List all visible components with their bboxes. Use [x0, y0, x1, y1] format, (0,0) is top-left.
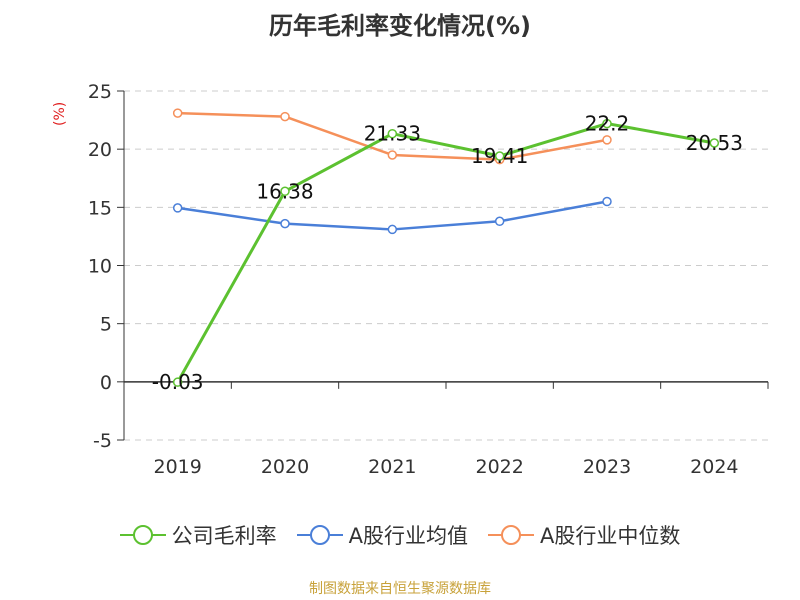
- data-point: [172, 108, 183, 118]
- x-tick-label: 2020: [261, 456, 309, 478]
- x-tick-label: 2024: [690, 456, 738, 478]
- data-label: 21.33: [364, 122, 421, 146]
- y-tick-label: 25: [88, 81, 112, 103]
- legend-item-industry-mean[interactable]: A股行业均值: [296, 520, 468, 550]
- data-point: [602, 196, 612, 207]
- legend-label: A股行业中位数: [540, 524, 681, 548]
- y-tick-label: 15: [88, 197, 112, 219]
- chart-title: 历年毛利率变化情况(%): [269, 12, 531, 40]
- legend-label: 公司毛利率: [171, 524, 277, 548]
- data-point: [172, 377, 183, 387]
- legend-item-industry-median[interactable]: A股行业中位数: [488, 520, 680, 550]
- legend-item-company[interactable]: 公司毛利率: [119, 520, 277, 550]
- data-point: [602, 118, 612, 129]
- data-point: [280, 111, 290, 122]
- data-point: [387, 128, 398, 139]
- legend-marker-icon: [119, 524, 166, 546]
- legend-marker-icon: [296, 524, 343, 546]
- data-label: 20.53: [686, 131, 743, 155]
- series-layer: [172, 108, 720, 387]
- data-point: [387, 150, 398, 160]
- legend-label: A股行业均值: [348, 524, 468, 548]
- data-point: [172, 203, 183, 213]
- data-label-layer: -0.03 16.38 21.33 19.41 22.2 20.53: [152, 112, 743, 395]
- data-point: [494, 216, 505, 227]
- axis-layer: -5 0 5 10 15 20 25 2019 2020 2021 2022 2023 2024: [88, 81, 769, 478]
- grid-layer: [124, 90, 768, 441]
- data-point: [709, 138, 720, 148]
- series-line: [176, 122, 715, 383]
- data-source-note: 制图数据来自恒生聚源数据库: [309, 581, 491, 597]
- y-tick-label: 20: [88, 139, 112, 161]
- legend: 公司毛利率 A股行业均值 A股行业中位数: [0, 520, 800, 550]
- data-label: 19.41: [471, 144, 528, 168]
- y-tick-label: 0: [100, 372, 112, 394]
- data-point: [602, 135, 612, 145]
- legend-marker-icon: [488, 524, 534, 546]
- y-tick-label: 5: [100, 314, 112, 336]
- data-label: -0.03: [152, 370, 204, 394]
- x-tick-label: 2019: [153, 456, 201, 478]
- y-tick-label: -5: [93, 430, 112, 452]
- x-tick-label: 2021: [368, 456, 416, 478]
- data-point: [387, 224, 398, 235]
- x-tick-label: 2022: [475, 456, 523, 478]
- data-point: [494, 151, 505, 161]
- data-point: [280, 186, 290, 197]
- y-tick-label: 10: [88, 256, 112, 278]
- data-label: 16.38: [256, 179, 313, 203]
- data-point: [280, 218, 290, 229]
- data-label: 22.2: [585, 112, 630, 136]
- x-tick-label: 2023: [583, 456, 631, 478]
